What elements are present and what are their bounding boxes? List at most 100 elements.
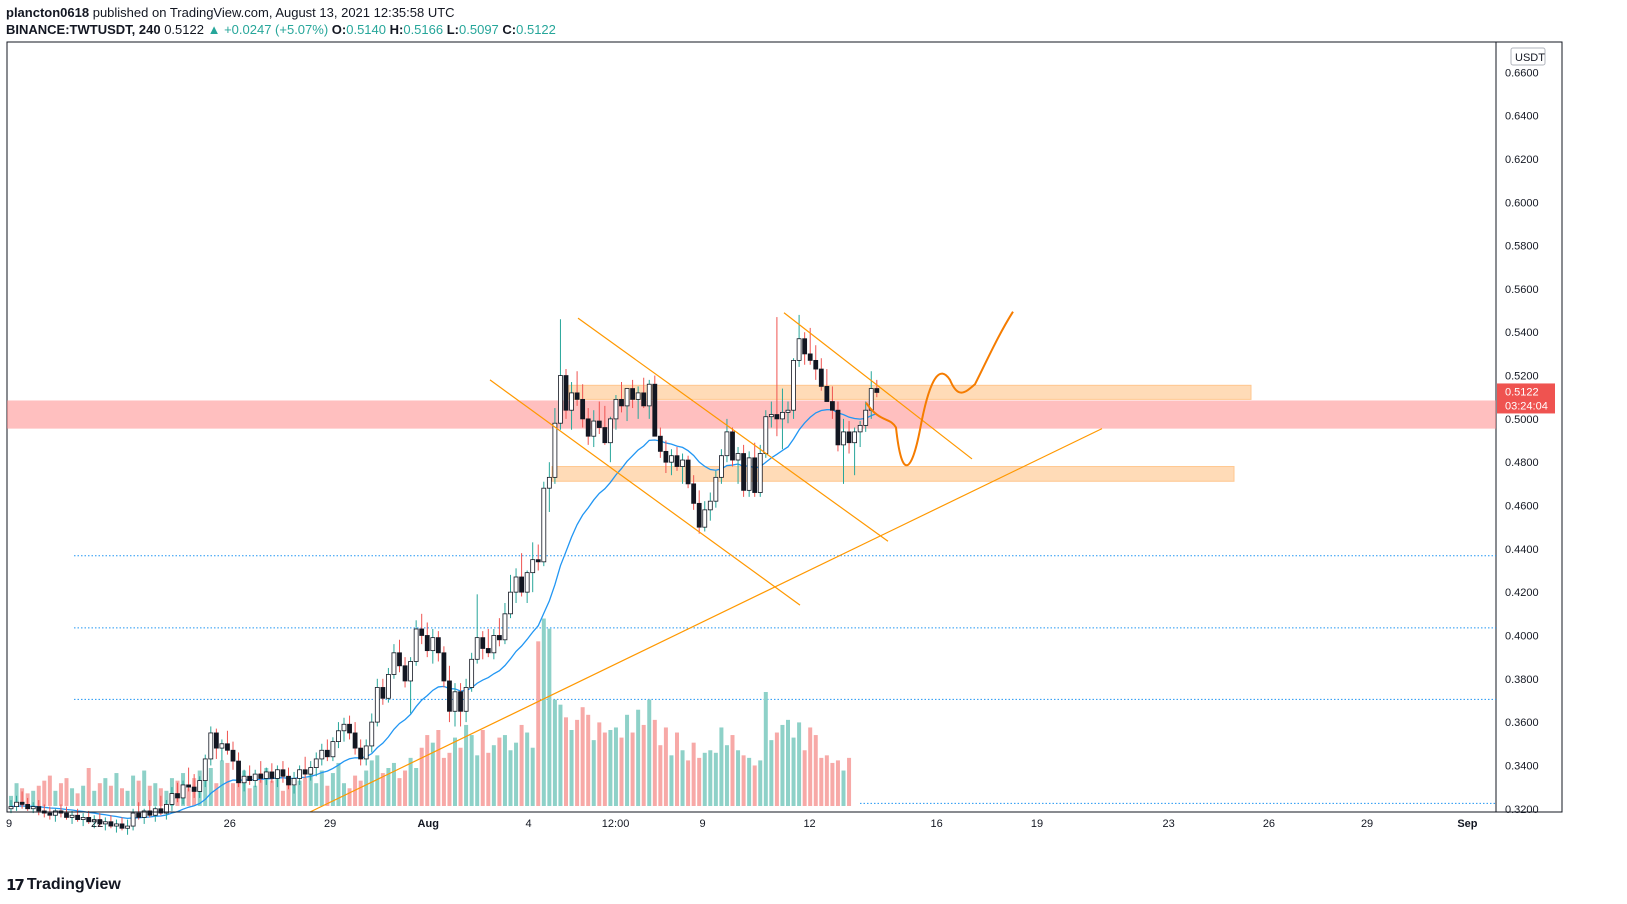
volume-bar (414, 768, 419, 806)
volume-bar (619, 737, 624, 806)
candle-body (580, 398, 586, 420)
y-tick-label: 0.4600 (1505, 501, 1539, 513)
volume-bar (430, 742, 435, 806)
candle (41, 804, 47, 818)
candle-body (441, 652, 447, 682)
candle (385, 667, 391, 703)
volume-bar (680, 750, 685, 806)
volume-bar (502, 735, 507, 806)
volume-bar (47, 775, 52, 806)
volume-bar (425, 735, 430, 806)
candle-body (302, 769, 308, 775)
candle-body (774, 414, 780, 420)
candle (97, 813, 103, 827)
candle-body (763, 416, 769, 454)
candle (763, 410, 769, 458)
candle (358, 739, 364, 766)
volume-bar (31, 790, 36, 806)
candle (780, 388, 785, 450)
candle-body (286, 775, 291, 786)
candle-body (574, 392, 580, 400)
candle-body (835, 409, 841, 446)
candle-body (86, 817, 92, 823)
candle (646, 379, 652, 419)
candle (757, 444, 763, 497)
candle (180, 780, 186, 805)
candle (608, 416, 613, 463)
candle (452, 683, 458, 727)
publisher-name[interactable]: plancton0618 (6, 5, 90, 20)
candle-body (324, 749, 330, 758)
candle-body (447, 680, 452, 712)
x-tick-label: Aug (418, 818, 439, 830)
y-tick-label: 0.4000 (1505, 630, 1539, 642)
y-tick-label: 0.6000 (1505, 197, 1539, 209)
close-label: C: (502, 22, 517, 37)
candle-body (780, 411, 785, 420)
volume-bar (791, 737, 796, 806)
candle (580, 384, 586, 428)
candle (830, 386, 835, 419)
open-value: 0.5140 (346, 22, 386, 37)
volume-bar (314, 783, 319, 806)
candle-body (452, 691, 458, 712)
candle-body (397, 652, 402, 667)
volume-bar (480, 730, 485, 806)
candle (635, 386, 641, 419)
volume-bar (586, 714, 591, 806)
ascending-trendline (309, 428, 1103, 813)
candle-body (458, 691, 463, 712)
volume-bar (475, 755, 480, 806)
volume-bar (835, 760, 840, 806)
candle (58, 804, 64, 818)
candle-body (596, 420, 602, 428)
candle-body (108, 821, 114, 827)
candle-body (385, 674, 391, 699)
y-tick-label: 0.6400 (1505, 111, 1539, 123)
candle (802, 332, 808, 365)
y-tick-label: 0.3800 (1505, 674, 1539, 686)
candle-body (519, 576, 524, 593)
volume-bar (391, 762, 396, 806)
volume-bar (464, 724, 469, 806)
candle (141, 808, 147, 824)
candle (558, 319, 563, 430)
tradingview-logo[interactable]: 𝟭𝟳 TradingView (6, 876, 121, 894)
candle (674, 447, 680, 471)
symbol-name[interactable]: BINANCE:TWTUSDT, 240 (6, 22, 161, 37)
candle-body (696, 502, 702, 528)
candle-body (857, 424, 863, 433)
volume-bar (231, 783, 235, 806)
volume-bar (125, 790, 130, 806)
candle (14, 795, 19, 811)
candle (197, 776, 203, 798)
volume-bar (297, 780, 302, 806)
volume-bar (675, 732, 679, 806)
y-tick-label: 0.4200 (1505, 587, 1539, 599)
volume-bar (136, 780, 141, 806)
candle-body (702, 509, 708, 528)
volume-bar (42, 780, 47, 806)
volume-bar (613, 727, 618, 806)
volume-bar (819, 757, 824, 806)
volume-bar (763, 692, 768, 806)
candle (685, 455, 691, 489)
candle (735, 447, 741, 484)
volume-bar (347, 788, 352, 806)
x-tick-label: 26 (1263, 818, 1275, 830)
volume-bar (369, 760, 374, 806)
candle-body (114, 823, 119, 827)
publish-info: plancton0618 published on TradingView.co… (6, 5, 455, 20)
volume-bar (64, 778, 69, 806)
volume-bar (325, 785, 330, 806)
candle (347, 715, 352, 740)
volume-bar (652, 719, 657, 806)
candle-body (102, 821, 108, 825)
volume-bar (120, 788, 124, 806)
candle-body (347, 723, 352, 734)
candle-body (336, 730, 341, 743)
candle-body (652, 383, 658, 437)
candle-body (247, 775, 253, 781)
volume-bar (308, 768, 313, 806)
